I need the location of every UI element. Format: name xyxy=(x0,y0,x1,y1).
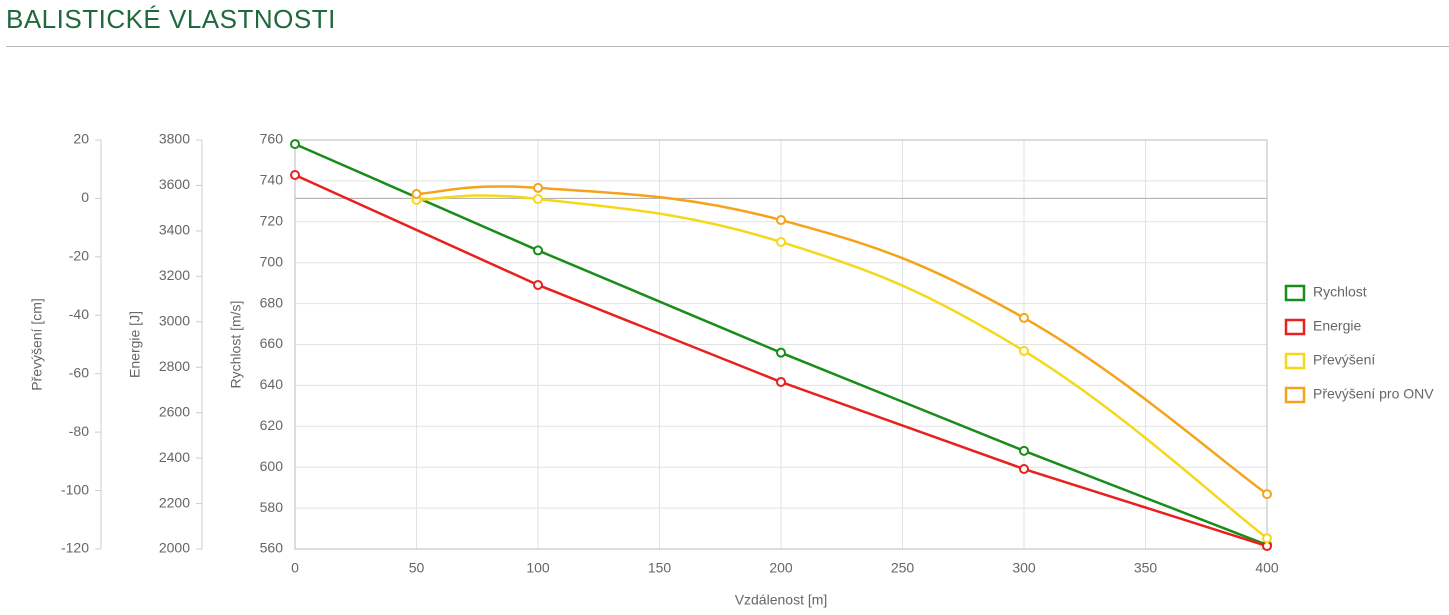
point xyxy=(1019,464,1029,475)
y2-tick-label: 3800 xyxy=(159,131,190,147)
y-tick-label: 580 xyxy=(260,499,284,515)
point xyxy=(1019,345,1029,356)
x-tick-label: 350 xyxy=(1134,560,1158,576)
y2-tick-label: 3000 xyxy=(159,312,190,328)
y2-tick-label: 2800 xyxy=(159,358,190,374)
legend-label: Rychlost xyxy=(1313,284,1367,300)
legend-label: Energie xyxy=(1313,318,1361,334)
y2-tick-label: 2400 xyxy=(159,449,190,465)
y-tick-label: 640 xyxy=(260,376,284,392)
point xyxy=(533,279,543,290)
y3-tick-label: -100 xyxy=(61,481,89,497)
y-tick-label: 560 xyxy=(260,540,284,556)
point xyxy=(1262,541,1272,552)
point xyxy=(533,245,543,256)
series-line xyxy=(416,194,1268,540)
point xyxy=(1262,489,1272,500)
legend-label: Převýšení xyxy=(1313,352,1375,368)
legend-swatch xyxy=(1284,284,1306,302)
point xyxy=(290,139,300,150)
y-tick-label: 600 xyxy=(260,458,284,474)
point xyxy=(776,215,786,226)
x-tick-label: 0 xyxy=(291,560,299,576)
y2-tick-label: 2200 xyxy=(159,494,190,510)
y2-axis-label: Energie [J] xyxy=(127,311,143,378)
point xyxy=(533,194,543,205)
y3-tick-label: -60 xyxy=(69,364,89,380)
y2-tick-label: 3400 xyxy=(159,222,190,238)
point xyxy=(776,236,786,247)
point xyxy=(290,169,300,180)
y2-tick-label: 3600 xyxy=(159,176,190,192)
point xyxy=(776,347,786,358)
y-tick-label: 680 xyxy=(260,294,284,310)
legend-swatch xyxy=(1284,352,1306,370)
point xyxy=(776,376,786,387)
y-tick-label: 740 xyxy=(260,172,284,188)
x-tick-label: 150 xyxy=(648,560,672,576)
y2-tick-label: 3200 xyxy=(159,267,190,283)
x-tick-label: 250 xyxy=(891,560,915,576)
x-tick-label: 50 xyxy=(409,560,425,576)
series-line xyxy=(416,185,1268,496)
x-tick-label: 100 xyxy=(526,560,550,576)
y3-tick-label: -40 xyxy=(69,306,89,322)
legend-swatch xyxy=(1284,386,1306,404)
y3-tick-label: -20 xyxy=(69,248,89,264)
y3-tick-label: 0 xyxy=(81,189,89,205)
y3-tick-label: -120 xyxy=(61,540,89,556)
y3-axis-label: Převýšení [cm] xyxy=(29,298,45,391)
y-tick-label: 660 xyxy=(260,335,284,351)
x-axis-label: Vzdálenost [m] xyxy=(735,592,828,608)
y-tick-label: 720 xyxy=(260,213,284,229)
point xyxy=(1262,533,1272,544)
x-tick-label: 400 xyxy=(1255,560,1279,576)
point xyxy=(1019,312,1029,323)
x-tick-label: 300 xyxy=(1012,560,1036,576)
point xyxy=(411,189,422,200)
legend-swatch xyxy=(1284,318,1306,336)
y-tick-label: 760 xyxy=(260,131,284,147)
y3-tick-label: 20 xyxy=(73,131,89,147)
legend-label: Převýšení pro ONV xyxy=(1313,386,1434,402)
point xyxy=(1019,445,1029,456)
plot-border xyxy=(294,139,1268,550)
y2-tick-label: 2600 xyxy=(159,403,190,419)
x-tick-label: 200 xyxy=(769,560,793,576)
y-tick-label: 700 xyxy=(260,253,284,269)
y-tick-label: 620 xyxy=(260,417,284,433)
y3-tick-label: -80 xyxy=(69,423,89,439)
y2-tick-label: 2000 xyxy=(159,540,190,556)
point xyxy=(533,182,543,193)
title-rule xyxy=(6,46,1449,47)
page-title: BALISTICKÉ VLASTNOSTI xyxy=(6,4,336,34)
y-axis-label: Rychlost [m/s] xyxy=(228,301,244,389)
